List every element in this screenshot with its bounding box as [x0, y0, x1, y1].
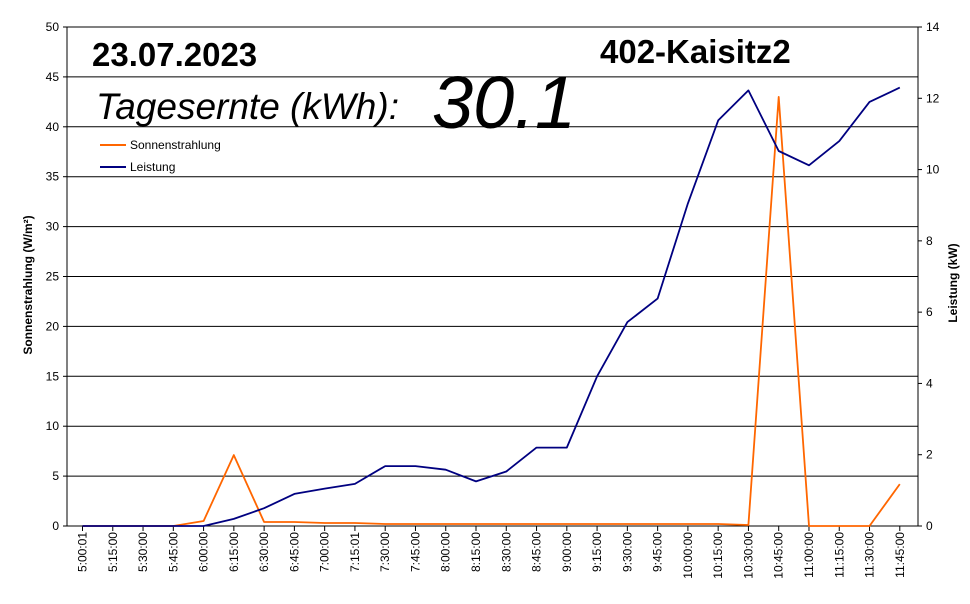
left-tick-label: 45	[46, 70, 60, 84]
right-tick-label: 4	[926, 376, 933, 390]
legend: Sonnenstrahlung Leistung	[100, 134, 221, 178]
legend-label-leistung: Leistung	[130, 160, 176, 174]
daily-yield-label: Tagesernte (kWh):	[96, 86, 399, 127]
x-tick-label: 6:15:00	[227, 532, 241, 572]
right-tick-label: 6	[926, 305, 933, 319]
x-tick-label: 10:00:00	[681, 532, 695, 579]
x-tick-label: 8:30:00	[499, 532, 513, 572]
legend-label-sonnenstrahlung: Sonnenstrahlung	[130, 138, 221, 152]
x-tick-label: 7:15:01	[348, 532, 362, 572]
x-tick-label: 5:45:00	[166, 532, 180, 572]
x-tick-label: 6:45:00	[287, 532, 301, 572]
daily-yield-value: 30.1	[432, 61, 577, 144]
x-tick-label: 6:00:00	[197, 532, 211, 572]
legend-swatch-leistung	[100, 166, 126, 168]
x-tick-label: 11:00:00	[802, 532, 816, 578]
x-tick-label: 9:00:00	[560, 532, 574, 572]
series-line-sonnenstrahlung	[82, 96, 901, 527]
x-tick-label: 7:30:00	[378, 532, 392, 572]
series-lines	[82, 86, 901, 527]
right-tick-label: 12	[926, 91, 940, 105]
x-tick-label: 8:45:00	[530, 532, 544, 572]
x-tick-label: 5:30:00	[136, 532, 150, 572]
left-tick-label: 15	[46, 369, 60, 383]
x-tick-label: 5:00:01	[76, 532, 90, 572]
left-axis: 0 5 10 15 20 25 30 35 40 45 50	[46, 20, 67, 533]
x-tick-label: 5:15:00	[106, 532, 120, 572]
series-line-leistung	[82, 86, 901, 527]
x-tick-label: 10:45:00	[772, 532, 786, 579]
left-tick-label: 20	[46, 319, 60, 333]
left-tick-label: 30	[46, 220, 60, 234]
x-axis: 5:00:01 5:15:00 5:30:00 5:45:00 6:00:00 6:15:…	[76, 526, 907, 579]
legend-item-leistung: Leistung	[100, 156, 221, 178]
right-tick-label: 8	[926, 234, 933, 248]
x-tick-label: 11:45:00	[893, 532, 907, 578]
x-tick-label: 8:15:00	[469, 532, 483, 572]
left-tick-label: 40	[46, 120, 60, 134]
left-tick-label: 5	[52, 469, 59, 483]
right-tick-label: 10	[926, 163, 940, 177]
x-tick-label: 6:30:00	[257, 532, 271, 572]
station-name: 402-Kaisitz2	[600, 33, 791, 70]
x-tick-label: 7:00:00	[318, 532, 332, 572]
left-tick-label: 0	[52, 519, 59, 533]
legend-item-sonnenstrahlung: Sonnenstrahlung	[100, 134, 221, 156]
chart-date: 23.07.2023	[92, 36, 258, 73]
left-tick-label: 50	[46, 20, 60, 34]
x-tick-label: 10:30:00	[741, 532, 755, 579]
legend-swatch-sonnenstrahlung	[100, 144, 126, 146]
left-tick-label: 35	[46, 170, 60, 184]
x-tick-label: 11:30:00	[863, 532, 877, 578]
x-tick-label: 11:15:00	[832, 532, 846, 578]
x-tick-label: 9:30:00	[620, 532, 634, 572]
x-tick-label: 10:15:00	[711, 532, 725, 579]
x-tick-label: 9:45:00	[651, 532, 665, 572]
x-tick-label: 9:15:00	[590, 532, 604, 572]
left-tick-label: 10	[46, 419, 60, 433]
right-axis: 0 2 4 6 8 10 12 14	[918, 20, 940, 533]
right-tick-label: 0	[926, 519, 933, 533]
y-axis-left-label: Sonnenstrahlung (W/m²)	[21, 215, 35, 355]
right-tick-label: 2	[926, 448, 933, 462]
y-axis-right-label: Leistung (kW)	[946, 243, 960, 323]
right-tick-label: 14	[926, 20, 940, 34]
x-tick-label: 8:00:00	[439, 532, 453, 572]
x-tick-label: 7:45:00	[408, 532, 422, 572]
left-tick-label: 25	[46, 270, 60, 284]
